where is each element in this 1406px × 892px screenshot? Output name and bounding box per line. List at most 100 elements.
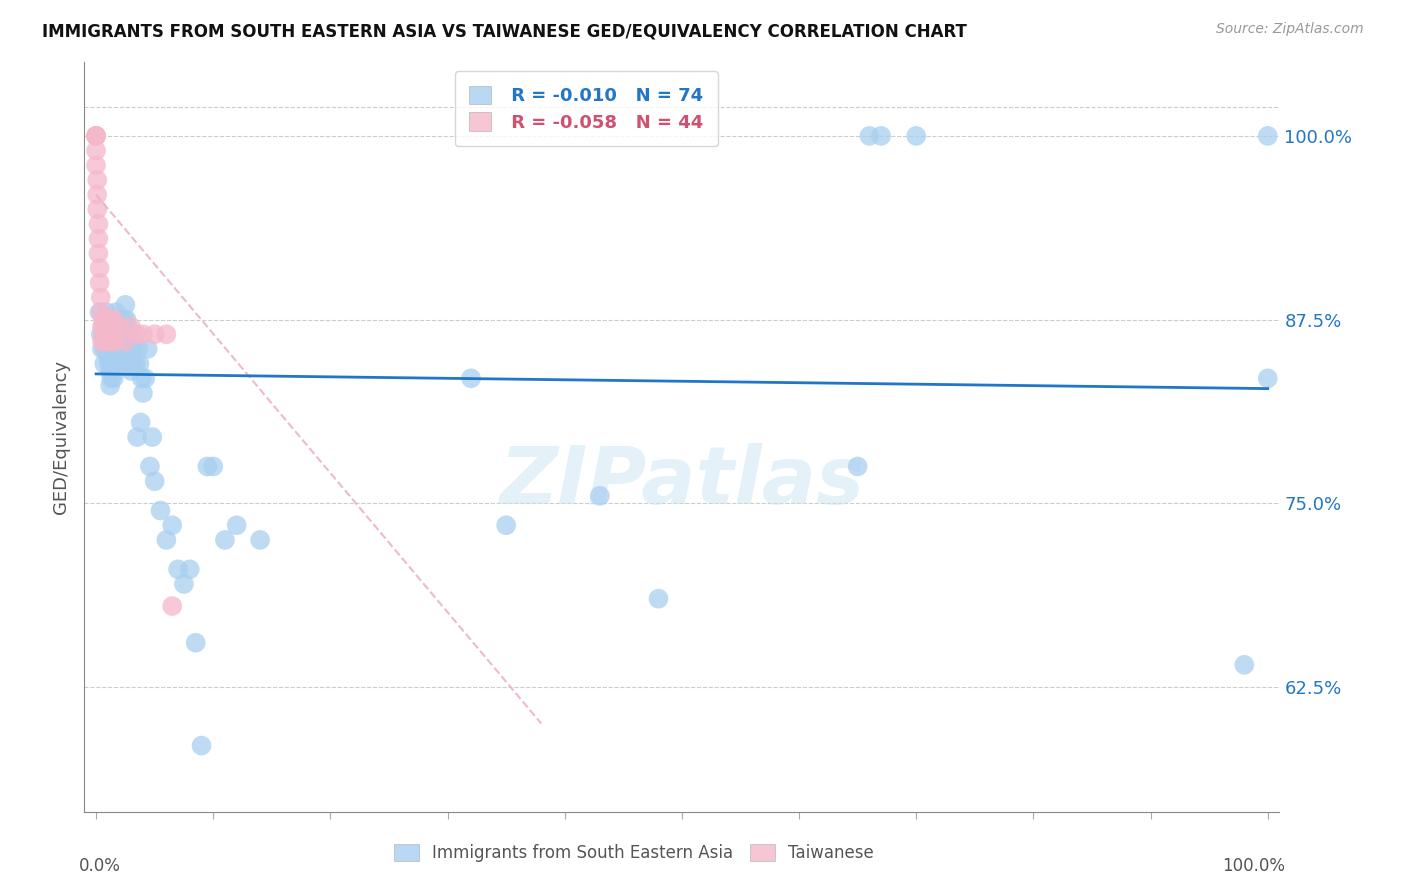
- Point: [139, 459, 162, 474]
- Point: [121, 342, 143, 356]
- Point: [84, 128, 107, 143]
- Point: [93, 334, 115, 349]
- Point: [870, 128, 893, 143]
- Point: [100, 371, 122, 385]
- Point: [84, 128, 107, 143]
- Point: [118, 342, 141, 356]
- Point: [98, 378, 121, 392]
- Point: [127, 342, 149, 356]
- Point: [155, 533, 177, 547]
- Point: [87, 246, 110, 260]
- Point: [100, 357, 122, 371]
- Point: [149, 503, 172, 517]
- Point: [90, 334, 114, 349]
- Point: [131, 371, 153, 385]
- Point: [105, 319, 127, 334]
- Point: [86, 187, 108, 202]
- Point: [101, 342, 124, 356]
- Point: [184, 636, 207, 650]
- Point: [105, 305, 127, 319]
- Point: [112, 312, 135, 326]
- Point: [103, 312, 125, 326]
- Point: [495, 518, 517, 533]
- Point: [117, 319, 139, 334]
- Point: [143, 327, 166, 342]
- Point: [162, 599, 183, 613]
- Point: [91, 319, 114, 334]
- Point: [90, 319, 114, 334]
- Point: [132, 386, 155, 401]
- Text: 100.0%: 100.0%: [1222, 856, 1285, 875]
- Point: [94, 312, 117, 326]
- Point: [249, 533, 271, 547]
- Point: [225, 518, 247, 533]
- Point: [84, 158, 107, 172]
- Point: [96, 305, 118, 319]
- Point: [89, 305, 111, 319]
- Point: [108, 312, 131, 326]
- Point: [98, 357, 120, 371]
- Point: [90, 305, 112, 319]
- Text: IMMIGRANTS FROM SOUTH EASTERN ASIA VS TAIWANESE GED/EQUIVALENCY CORRELATION CHAR: IMMIGRANTS FROM SOUTH EASTERN ASIA VS TA…: [42, 22, 967, 40]
- Point: [127, 430, 149, 444]
- Point: [110, 342, 132, 356]
- Point: [87, 217, 110, 231]
- Point: [167, 562, 190, 576]
- Point: [86, 173, 108, 187]
- Point: [122, 357, 145, 371]
- Point: [132, 327, 155, 342]
- Point: [103, 357, 125, 371]
- Point: [97, 349, 120, 363]
- Point: [93, 319, 115, 334]
- Point: [589, 489, 612, 503]
- Point: [98, 312, 120, 326]
- Point: [84, 128, 107, 143]
- Text: 0.0%: 0.0%: [79, 856, 121, 875]
- Point: [173, 577, 195, 591]
- Point: [98, 319, 121, 334]
- Point: [89, 261, 111, 276]
- Point: [90, 291, 112, 305]
- Point: [214, 533, 236, 547]
- Point: [114, 334, 136, 349]
- Point: [84, 128, 107, 143]
- Point: [124, 327, 146, 342]
- Point: [91, 312, 114, 326]
- Point: [197, 459, 219, 474]
- Point: [115, 312, 138, 326]
- Point: [97, 319, 120, 334]
- Point: [104, 357, 127, 371]
- Point: [94, 327, 117, 342]
- Point: [101, 334, 124, 349]
- Point: [127, 327, 149, 342]
- Point: [103, 371, 125, 385]
- Point: [105, 319, 127, 334]
- Point: [141, 430, 163, 444]
- Point: [98, 364, 121, 378]
- Point: [108, 319, 131, 334]
- Point: [136, 342, 159, 356]
- Point: [114, 298, 136, 312]
- Y-axis label: GED/Equivalency: GED/Equivalency: [52, 360, 70, 514]
- Point: [84, 144, 107, 158]
- Point: [98, 342, 120, 356]
- Point: [96, 312, 118, 326]
- Point: [120, 364, 142, 378]
- Point: [125, 357, 148, 371]
- Point: [179, 562, 201, 576]
- Point: [162, 518, 183, 533]
- Point: [97, 334, 120, 349]
- Point: [96, 327, 118, 342]
- Point: [134, 371, 156, 385]
- Point: [90, 327, 112, 342]
- Point: [128, 357, 150, 371]
- Point: [846, 459, 869, 474]
- Point: [1257, 371, 1279, 385]
- Point: [858, 128, 880, 143]
- Point: [1257, 128, 1279, 143]
- Point: [105, 342, 128, 356]
- Point: [94, 319, 117, 334]
- Point: [89, 276, 111, 290]
- Text: ZIPatlas: ZIPatlas: [499, 443, 865, 521]
- Legend: Immigrants from South Eastern Asia, Taiwanese: Immigrants from South Eastern Asia, Taiw…: [385, 836, 883, 871]
